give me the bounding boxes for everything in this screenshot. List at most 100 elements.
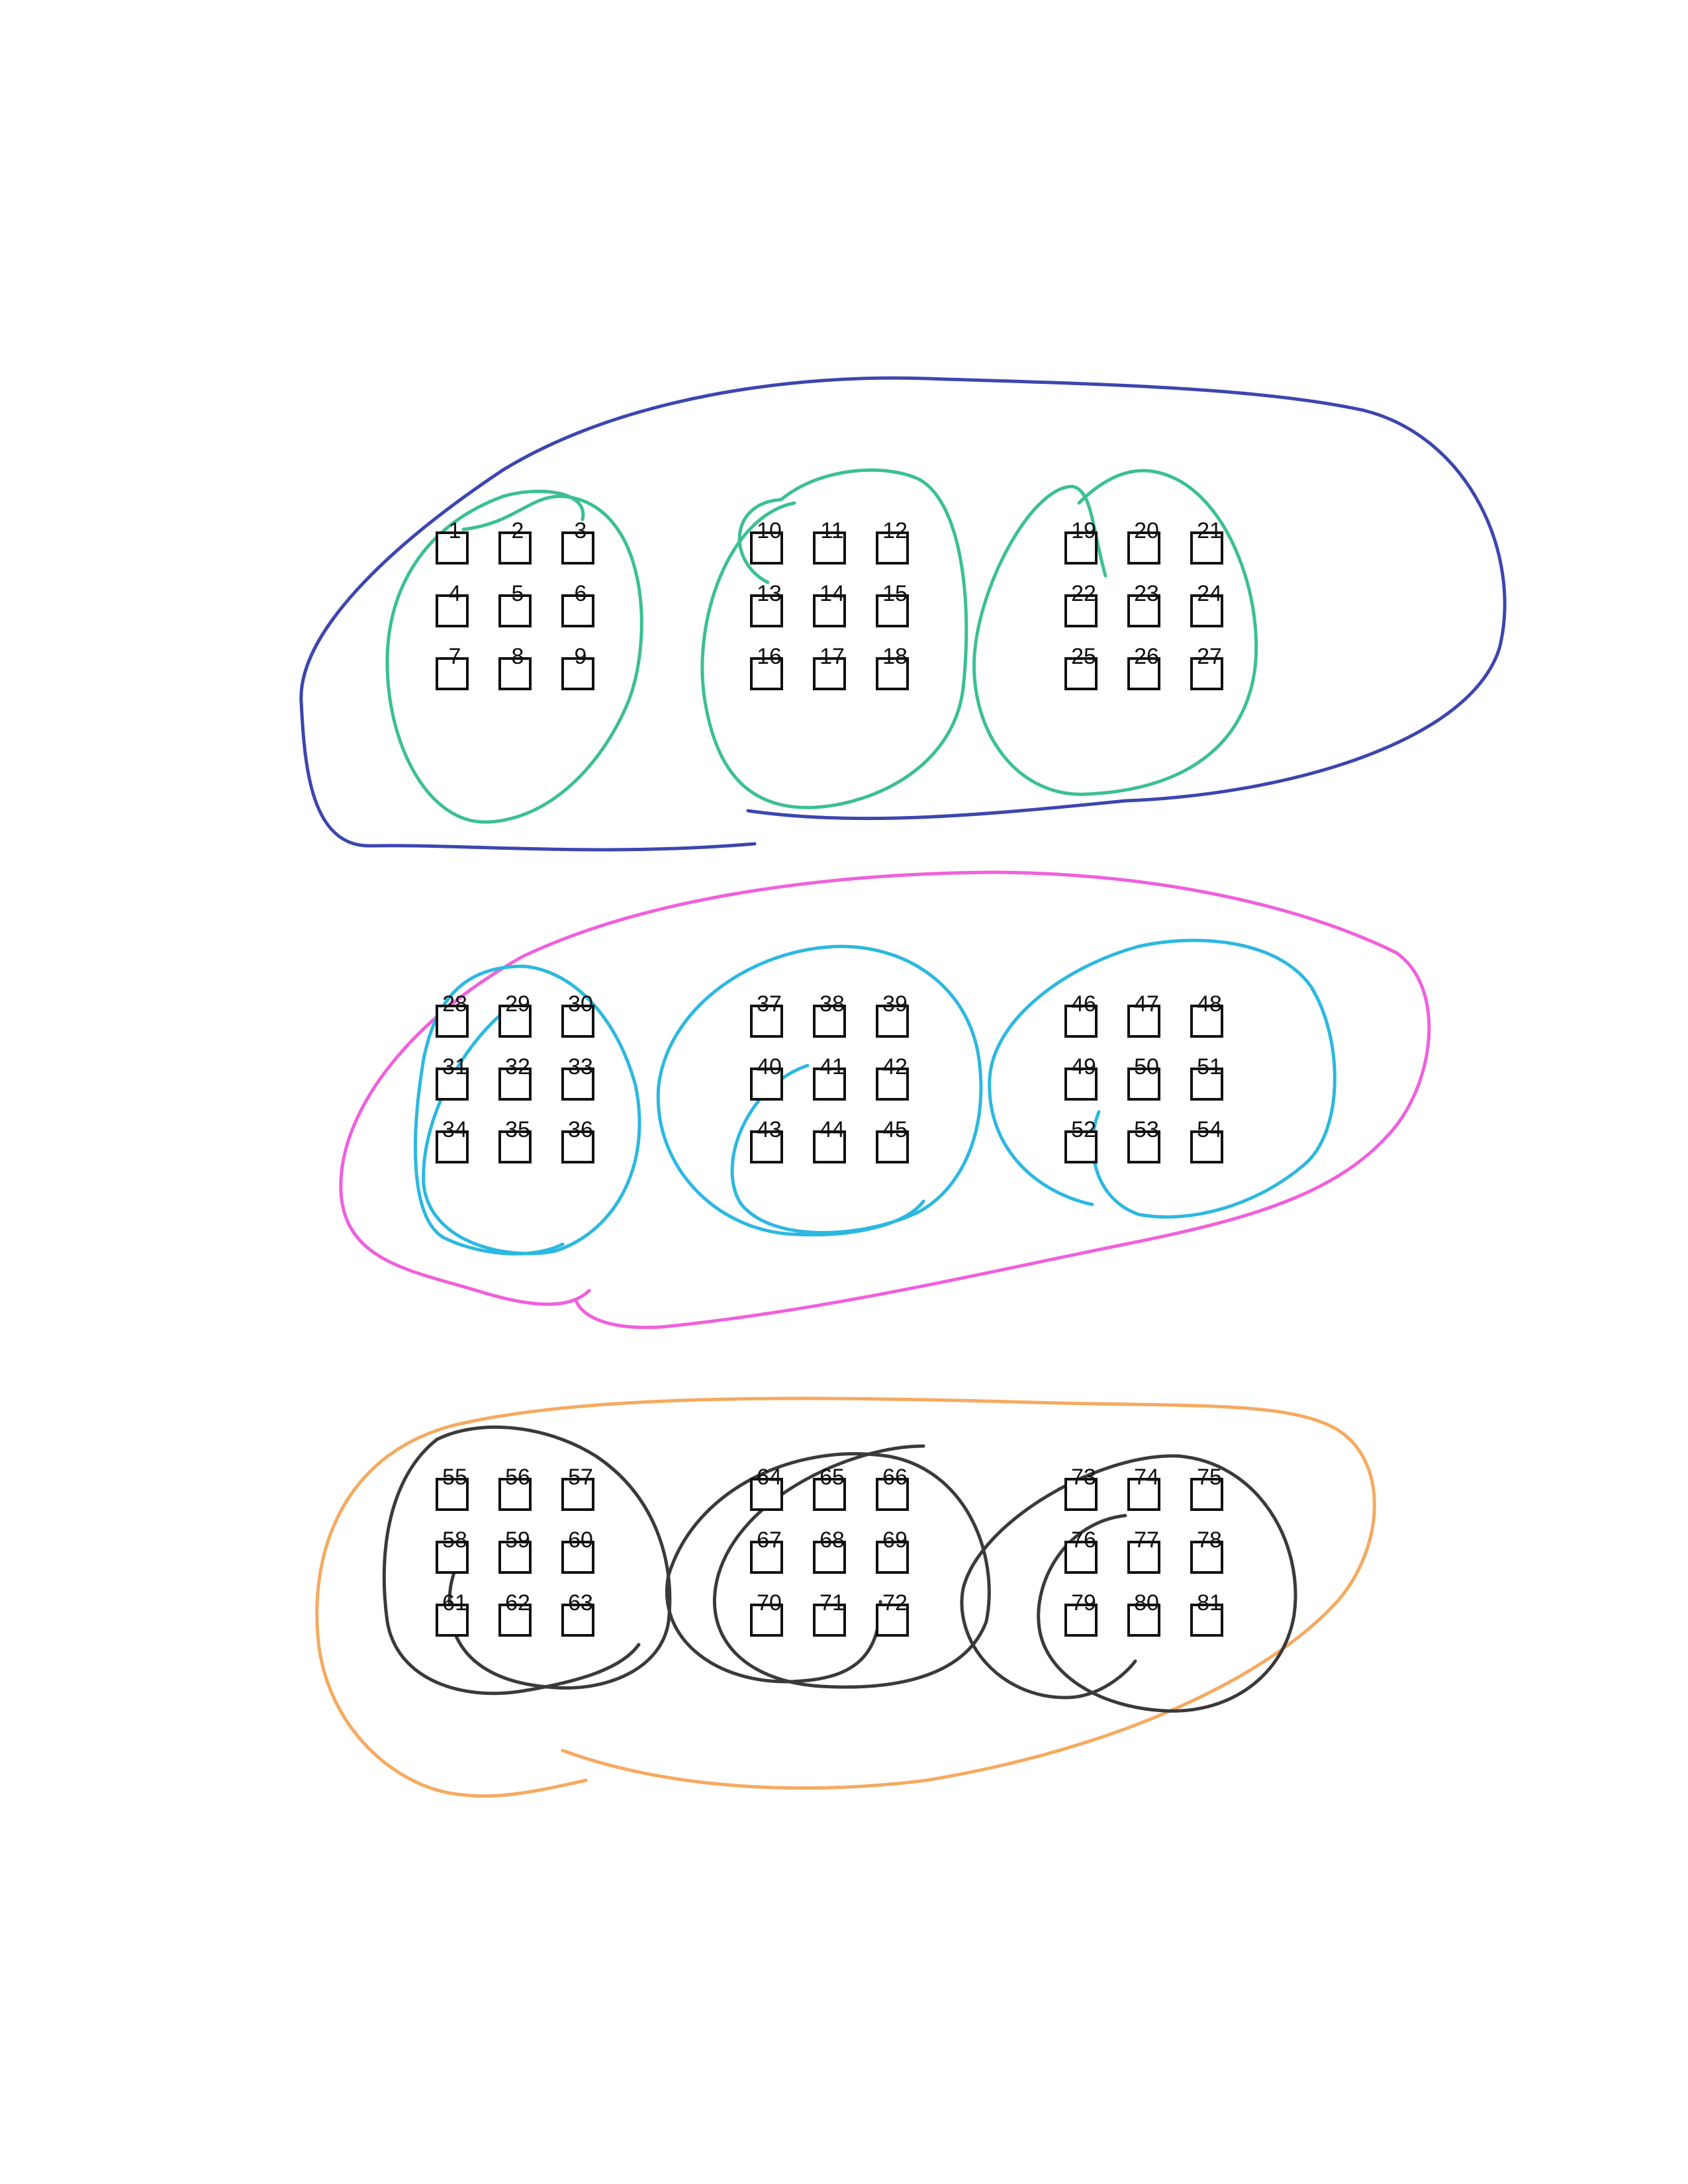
item-box — [498, 1604, 532, 1637]
item-box — [813, 1604, 846, 1637]
item-number: 66 — [882, 1465, 908, 1490]
item-box — [876, 657, 909, 690]
item-number: 14 — [820, 581, 845, 606]
item-number: 32 — [505, 1054, 530, 1079]
item-box — [1190, 657, 1223, 690]
item-number: 55 — [442, 1465, 467, 1490]
item-box — [1064, 1604, 1098, 1637]
item-number: 36 — [568, 1117, 593, 1142]
cluster-outline — [656, 944, 983, 1237]
item-box — [1190, 531, 1223, 565]
item-box — [876, 1604, 909, 1637]
item-number: 77 — [1134, 1527, 1159, 1553]
item-box — [1190, 1005, 1223, 1038]
item-box — [1190, 594, 1223, 627]
item-box — [561, 1130, 594, 1163]
item-number: 57 — [568, 1465, 593, 1490]
item-number: 78 — [1197, 1527, 1222, 1553]
item-box — [498, 1130, 532, 1163]
item-number: 70 — [757, 1590, 782, 1615]
item-number: 12 — [882, 518, 908, 543]
item-box — [1127, 1604, 1160, 1637]
item-number: 46 — [1071, 991, 1096, 1017]
item-box — [813, 531, 846, 565]
item-number: 49 — [1071, 1054, 1096, 1079]
item-number: 44 — [820, 1117, 845, 1142]
item-number: 75 — [1197, 1465, 1222, 1490]
item-box — [1064, 594, 1098, 627]
item-number: 34 — [442, 1117, 467, 1142]
item-box — [1127, 1130, 1160, 1163]
item-number: 52 — [1071, 1117, 1096, 1142]
item-number: 25 — [1071, 644, 1096, 669]
item-box — [876, 1005, 909, 1038]
item-number: 47 — [1134, 991, 1159, 1017]
cluster-outline — [665, 1444, 991, 1689]
item-number: 59 — [505, 1527, 530, 1553]
item-box — [876, 1478, 909, 1511]
item-box — [813, 594, 846, 627]
item-box — [813, 1541, 846, 1574]
item-number: 51 — [1197, 1054, 1222, 1079]
item-number: 30 — [568, 991, 593, 1017]
item-box — [436, 1604, 469, 1637]
hand-drawn-loops — [299, 376, 1507, 1798]
item-box — [498, 657, 532, 690]
group-outline — [315, 1396, 1376, 1798]
item-box — [498, 1541, 532, 1574]
item-number: 58 — [442, 1527, 467, 1553]
item-box — [750, 1541, 783, 1574]
item-box — [1127, 1068, 1160, 1101]
item-box — [436, 657, 469, 690]
item-number: 67 — [757, 1527, 782, 1553]
item-number: 38 — [820, 991, 845, 1017]
item-number: 80 — [1134, 1590, 1159, 1615]
item-box — [1127, 594, 1160, 627]
item-number: 17 — [820, 644, 845, 669]
item-box — [1190, 1541, 1223, 1574]
item-box — [498, 1478, 532, 1511]
item-box — [561, 1068, 594, 1101]
item-box — [813, 1130, 846, 1163]
item-box — [436, 1130, 469, 1163]
item-box — [750, 1478, 783, 1511]
item-number: 20 — [1134, 518, 1159, 543]
item-number: 16 — [757, 644, 782, 669]
item-box — [1127, 1478, 1160, 1511]
item-number: 56 — [505, 1465, 530, 1490]
item-box — [750, 1005, 783, 1038]
item-number: 48 — [1197, 991, 1222, 1017]
item-box — [561, 1005, 594, 1038]
item-number: 31 — [442, 1054, 467, 1079]
cluster-outline — [382, 1425, 672, 1696]
group-outline — [339, 870, 1431, 1330]
item-number: 64 — [757, 1465, 782, 1490]
item-box — [1064, 1478, 1098, 1511]
item-box — [1190, 1068, 1223, 1101]
item-box — [876, 594, 909, 627]
item-number: 37 — [757, 991, 782, 1017]
item-number: 15 — [882, 581, 908, 606]
item-box — [1064, 1130, 1098, 1163]
item-box — [1064, 657, 1098, 690]
item-number: 69 — [882, 1527, 908, 1553]
item-box — [750, 1130, 783, 1163]
item-box — [876, 1068, 909, 1101]
item-number: 40 — [757, 1054, 782, 1079]
item-box — [561, 1604, 594, 1637]
item-box — [813, 1478, 846, 1511]
item-box — [876, 531, 909, 565]
item-number: 10 — [757, 518, 782, 543]
item-box — [750, 657, 783, 690]
item-box — [1190, 1478, 1223, 1511]
item-box — [876, 1130, 909, 1163]
item-number: 23 — [1134, 581, 1159, 606]
item-box — [813, 1005, 846, 1038]
cluster-outline — [385, 489, 643, 824]
item-box — [436, 531, 469, 565]
item-box — [561, 1478, 594, 1511]
item-number: 71 — [820, 1590, 845, 1615]
item-number: 60 — [568, 1527, 593, 1553]
item-box — [1064, 1541, 1098, 1574]
